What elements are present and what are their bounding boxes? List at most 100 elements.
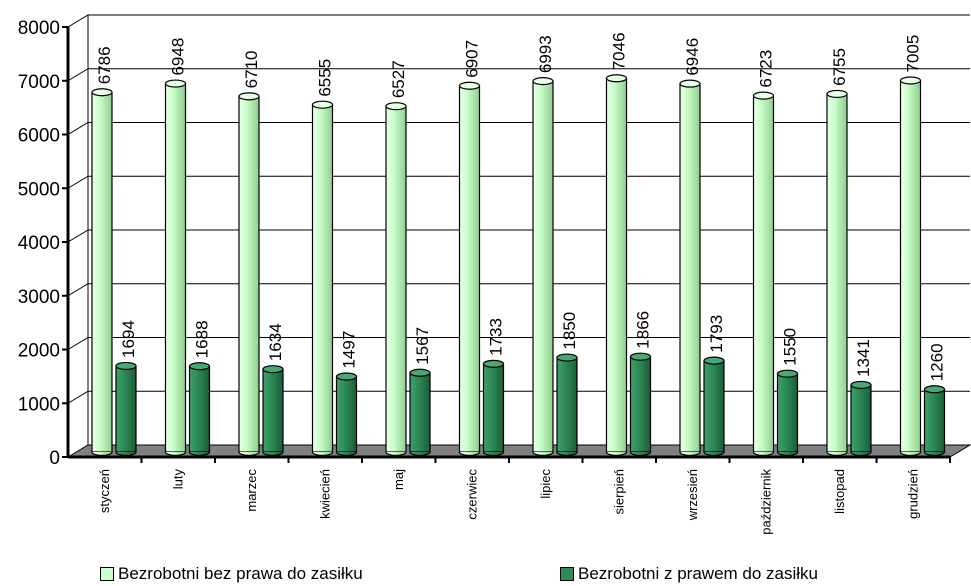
y-tick-label: 1000 [18,394,60,415]
bar-cap [386,103,406,110]
x-tick-label: marzec [244,469,259,512]
data-label: 6527 [389,60,408,98]
bar-base [778,452,798,456]
legend-item-series-1: Bezrobotni bez prawa do zasiłku [100,564,363,584]
bar-base [166,452,186,456]
x-axis: styczeń luty marzec kwiecień maj czerwiec lipi… [68,457,950,535]
data-label: 1866 [634,311,653,349]
data-label: 1850 [560,312,579,350]
bar-cap [607,75,627,82]
bar-body [778,374,798,452]
bar-base [680,452,700,456]
bar-body [410,373,430,452]
x-tick-label: wrzesień [685,469,700,521]
bar-series-2 [337,373,357,455]
bar-base [901,452,921,456]
bar-body [166,84,186,452]
x-tick-label: maj [391,469,406,490]
data-label: 1793 [707,315,726,353]
legend-item-series-2: Bezrobotni z prawem do zasiłku [560,564,818,584]
bar-series-2 [263,366,283,456]
bar-series-1 [680,80,700,455]
bar-series-2 [410,369,430,455]
y-tick-label: 6000 [18,126,60,147]
bar-cap [190,363,210,370]
bar-base [607,452,627,456]
bar-series-1 [166,80,186,455]
bar-series-1 [827,90,847,455]
bar-base [190,452,210,456]
bar-base [386,452,406,456]
bar-body [239,96,259,452]
bar-cap [239,93,259,100]
bar-cap [263,366,283,373]
data-label: 1733 [487,318,506,356]
bar-series-1 [386,103,406,456]
bar-body [557,358,577,452]
bar-cap [313,101,333,108]
bar-cap [901,77,921,84]
data-label: 6710 [242,51,261,89]
bar-series-2 [557,354,577,455]
bar-series-1 [754,92,774,455]
bar-cap [754,92,774,99]
bar-cap [851,381,871,388]
data-label: 6948 [169,38,188,76]
bar-cap [92,89,112,96]
y-tick-label: 4000 [18,233,60,254]
data-label: 1694 [119,320,138,358]
bar-body [484,364,504,452]
x-tick-label: styczeń [97,469,112,513]
bar-body [337,377,357,452]
x-tick-label: luty [170,469,185,490]
bar-base [533,452,553,456]
bar-series-1 [460,82,480,455]
bar-base [557,452,577,456]
bar-body [631,357,651,452]
bar-cap [827,90,847,97]
data-label: 7005 [904,35,923,73]
bar-base [263,452,283,456]
bar-cap [484,360,504,367]
bar-series-2 [631,353,651,455]
bar-cap [704,357,724,364]
bar-base [827,452,847,456]
bar-series-2 [925,386,945,456]
bar-base [313,452,333,456]
bar-body [92,92,112,452]
x-tick-label: czerwiec [464,469,479,520]
y-tick-label: 0 [49,448,60,469]
data-label: 6755 [830,48,849,86]
bar-body [680,84,700,452]
legend-label-series-1: Bezrobotni bez prawa do zasiłku [118,564,363,584]
bar-body [827,94,847,452]
bar-series-2 [704,357,724,455]
legend-label-series-2: Bezrobotni z prawem do zasiłku [578,564,818,584]
data-label: 1688 [193,320,212,358]
bar-cap [778,370,798,377]
y-tick-label: 5000 [18,179,60,200]
bar-series-2 [484,360,504,455]
bar-base [410,452,430,456]
bar-cap [337,373,357,380]
bar-series-2 [116,362,136,455]
bar-series-2 [778,370,798,455]
data-label: 6786 [95,46,114,84]
legend-swatch-dark [560,567,574,581]
bar-cap [116,362,136,369]
bar-cap [557,354,577,361]
y-tick-label: 3000 [18,287,60,308]
bar-body [386,106,406,452]
bar-series-1 [313,101,333,455]
bar-base [704,452,724,456]
bar-series-1 [92,89,112,456]
x-tick-label: listopad [832,469,847,514]
data-label: 6555 [316,59,335,97]
bar-series-1 [239,93,259,456]
bar-body [851,385,871,452]
bar-base [631,452,651,456]
data-label: 7046 [610,32,629,70]
x-tick-label: kwiecień [317,469,332,519]
data-label: 6946 [683,38,702,76]
